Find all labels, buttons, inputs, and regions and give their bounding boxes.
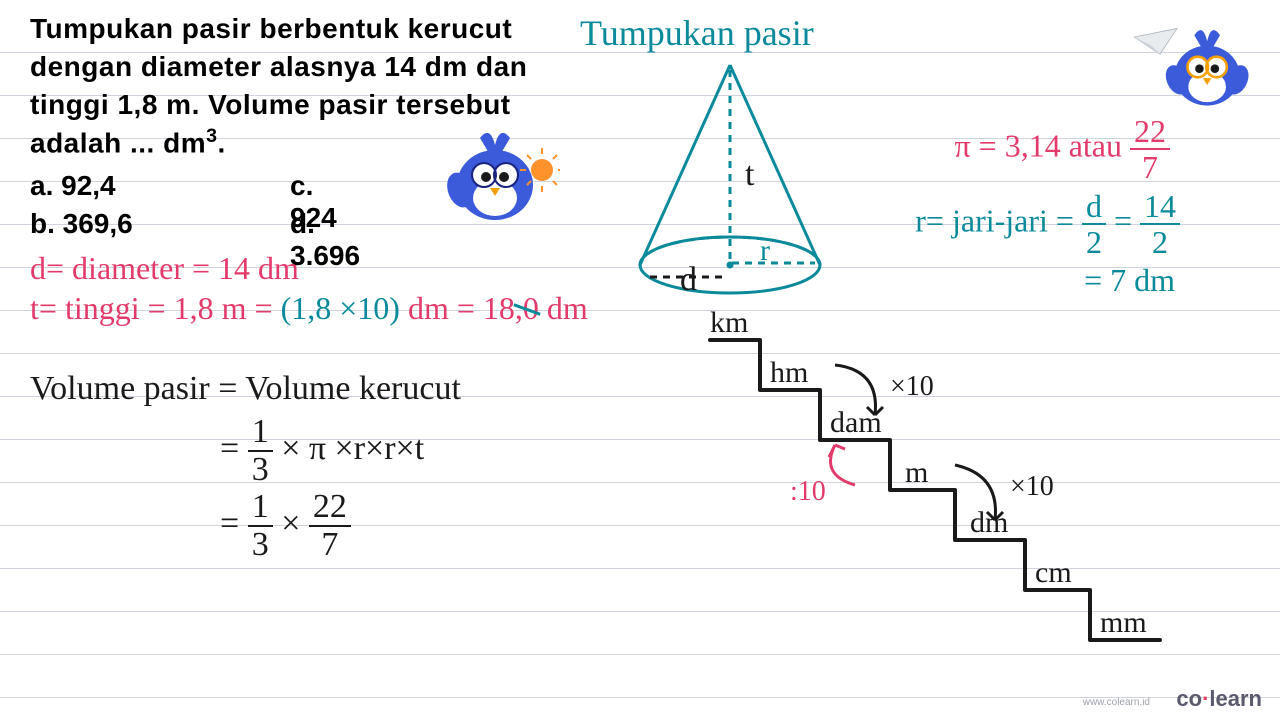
f2-f2-den: 7 <box>321 527 338 562</box>
question-line4-prefix: adalah ... dm <box>30 128 206 159</box>
down-arrow2-label: ×10 <box>1010 471 1054 502</box>
f1-rest: × π ×r×r×t <box>281 430 424 467</box>
r-f2-den: 2 <box>1152 225 1168 258</box>
r-frac1: d 2 <box>1082 190 1106 258</box>
option-b: b. 369,6 <box>30 208 133 246</box>
f2-mid: × <box>281 505 309 542</box>
up-arrow-head <box>829 445 845 457</box>
f2-f1-den: 3 <box>252 527 269 562</box>
r-a: r= jari-jari = <box>915 202 1082 238</box>
f1-den: 3 <box>252 452 269 487</box>
t-part-c: dm = 18 <box>408 290 515 326</box>
cone-left-side <box>640 65 730 265</box>
unit-m: m <box>905 456 928 489</box>
tinggi-annotation: t= tinggi = 1,8 m = (1,8 ×10) dm = 18,0 … <box>30 290 588 327</box>
f2-frac1: 1 3 <box>248 490 273 562</box>
t-part-a: t= tinggi = 1,8 m = <box>30 290 273 326</box>
up-arrow-path <box>831 445 856 485</box>
f2-eq: = <box>220 505 239 542</box>
pi-a: π = 3,14 <box>955 127 1061 163</box>
formula-line2: = 1 3 × 22 7 <box>220 490 351 562</box>
t-part-b: (1,8 ×10) <box>281 290 400 326</box>
colearn-logo: co·learn <box>1176 686 1262 712</box>
cone-right-side <box>730 65 820 265</box>
option-a: a. 92,4 <box>30 170 133 208</box>
f2-f1-num: 1 <box>248 490 273 527</box>
down-arrow1-label: ×10 <box>890 371 934 402</box>
t-strike: ,0 <box>515 290 539 326</box>
question-line4-suffix: . <box>218 128 226 159</box>
f2-f2-num: 22 <box>309 490 351 527</box>
r-mid: = <box>1114 202 1140 238</box>
unit-cm: cm <box>1035 556 1072 589</box>
question-exponent: 3 <box>206 125 217 147</box>
volume-equation: Volume pasir = Volume kerucut <box>30 370 461 408</box>
cone-r-label: r <box>760 234 770 267</box>
r-frac2: 14 2 <box>1140 190 1180 258</box>
option-c: c. 924 <box>290 170 360 208</box>
pi-annotation: π = 3,14 atau 22 7 <box>955 115 1171 183</box>
t-part-d: dm <box>547 290 588 326</box>
formula-line1: = 1 3 × π ×r×r×t <box>220 415 424 487</box>
cone-diagram: t d r <box>610 55 850 315</box>
pi-frac: 22 7 <box>1130 115 1170 183</box>
hand-title: Tumpukan pasir <box>580 12 814 54</box>
cone-center-dot <box>728 263 732 267</box>
diameter-annotation: d= diameter = 14 dm <box>30 250 299 287</box>
r-f1-num: d <box>1082 190 1106 225</box>
f1-num: 1 <box>248 415 273 452</box>
bird-mascot-plane-icon <box>1130 12 1250 122</box>
unit-stairs-diagram: km hm dam m dm cm mm :10 ×10 ×10 <box>680 310 1240 690</box>
answer-options: a. 92,4 b. 369,6 c. 924 d. 3.696 <box>30 170 133 246</box>
question-line2: dengan diameter alasnya 14 dm dan <box>30 51 527 82</box>
question-line3: tinggi 1,8 m. Volume pasir tersebut <box>30 89 511 120</box>
f1-eq: = <box>220 430 239 467</box>
f1-frac: 1 3 <box>248 415 273 487</box>
cone-d-label: d <box>680 261 697 298</box>
pi-b: atau <box>1069 127 1130 163</box>
radius-annotation: r= jari-jari = d 2 = 14 2 <box>915 190 1180 258</box>
radius-result: = 7 dm <box>1084 262 1175 299</box>
cone-t-label: t <box>745 156 755 193</box>
logo-b: learn <box>1209 686 1262 711</box>
up-arrow-label: :10 <box>790 476 826 507</box>
unit-mm: mm <box>1100 606 1147 639</box>
f2-frac2: 22 7 <box>309 490 351 562</box>
unit-km: km <box>710 310 748 339</box>
pi-den: 7 <box>1142 150 1158 183</box>
logo-a: co <box>1176 686 1202 711</box>
unit-dm: dm <box>970 506 1008 539</box>
r-f1-den: 2 <box>1086 225 1102 258</box>
logo-url: www.colearn.id <box>1083 697 1150 708</box>
r-f2-num: 14 <box>1140 190 1180 225</box>
unit-hm: hm <box>770 356 808 389</box>
question-line1: Tumpukan pasir berbentuk kerucut <box>30 13 512 44</box>
bird-mascot-icon <box>440 120 560 230</box>
